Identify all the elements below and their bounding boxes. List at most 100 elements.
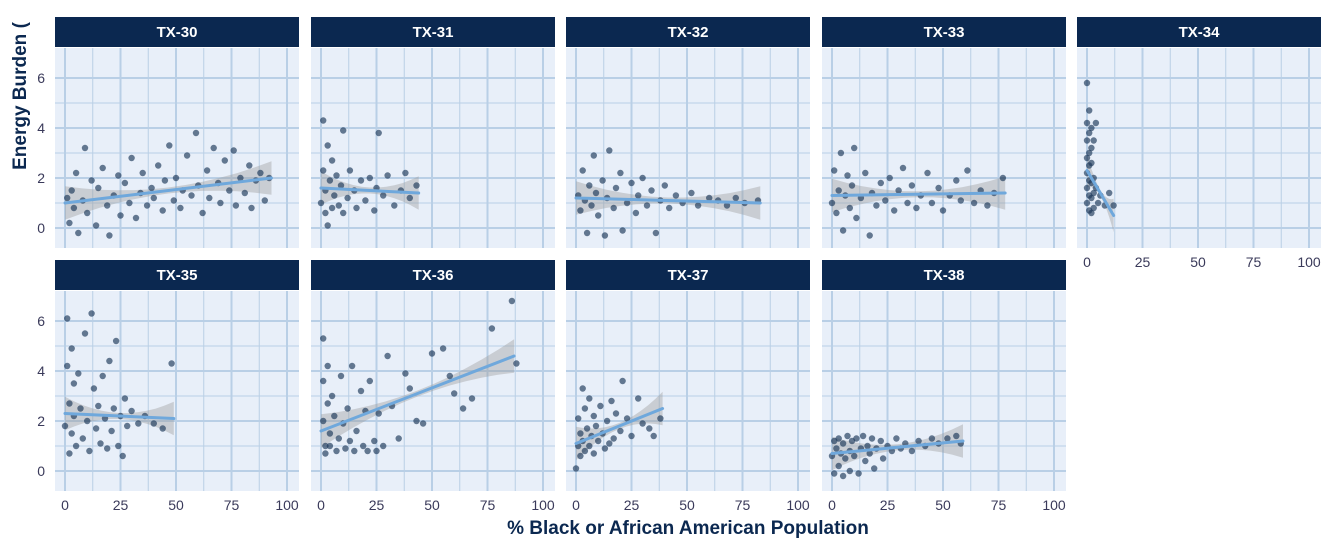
data-point: [95, 402, 102, 410]
data-point: [81, 330, 89, 337]
data-point: [851, 452, 858, 460]
data-point: [68, 345, 75, 352]
data-point: [117, 212, 124, 219]
facet-panel: TX-37 0 25 50 75 100: [566, 260, 810, 513]
data-point: [324, 142, 331, 149]
data-point: [706, 194, 713, 202]
data-point: [328, 204, 336, 212]
data-point: [853, 214, 860, 222]
facet-strip-label: TX-34: [1179, 24, 1221, 41]
data-point: [632, 209, 640, 217]
data-point: [623, 199, 631, 207]
data-point: [899, 164, 907, 172]
facet-strip: [311, 17, 555, 47]
x-tick-label: 75: [1246, 254, 1262, 270]
data-point: [848, 182, 856, 189]
data-point: [66, 400, 73, 407]
data-point: [1088, 209, 1095, 217]
x-tick-label: 25: [113, 497, 129, 513]
data-point: [1086, 149, 1093, 157]
data-point: [344, 194, 351, 202]
data-point: [357, 177, 365, 184]
data-point: [579, 385, 586, 392]
x-tick-label: 75: [991, 497, 1007, 513]
trend-line: [830, 191, 1007, 197]
data-point: [70, 204, 78, 212]
data-point: [595, 212, 602, 219]
data-point: [402, 370, 409, 377]
x-tick-label: 0: [61, 497, 69, 513]
data-point: [864, 442, 871, 450]
data-point: [661, 182, 668, 189]
data-point: [333, 172, 340, 179]
data-point: [104, 202, 111, 209]
data-point: [577, 207, 584, 214]
data-point: [853, 435, 860, 442]
data-point: [384, 172, 391, 179]
data-point: [353, 427, 360, 435]
data-point: [628, 179, 635, 187]
data-point: [166, 142, 173, 149]
facet-strip: [822, 260, 1066, 290]
data-point: [346, 167, 354, 174]
data-point: [328, 157, 336, 164]
data-point: [590, 152, 597, 159]
y-tick-label: 0: [37, 220, 45, 236]
x-axis-title: % Black or African American Population: [507, 518, 869, 539]
data-point: [322, 209, 329, 217]
data-point: [326, 430, 334, 437]
x-tick-label: 100: [1297, 254, 1321, 270]
facet-strip-label: TX-33: [924, 24, 965, 41]
data-point: [1090, 189, 1097, 197]
data-point: [694, 202, 702, 209]
data-point: [833, 209, 840, 217]
data-point: [320, 417, 327, 425]
data-point: [128, 407, 135, 415]
data-point: [188, 192, 195, 199]
trend-line: [574, 407, 665, 445]
data-point: [88, 310, 95, 317]
data-point: [928, 435, 936, 442]
facet-strip-label: TX-36: [413, 267, 454, 284]
data-point: [590, 450, 597, 457]
data-point: [366, 174, 373, 182]
data-point: [79, 435, 87, 442]
facet-panel: TX-34 0 25 50 75 100: [1077, 17, 1321, 270]
data-point: [610, 435, 617, 442]
data-point: [192, 129, 200, 137]
facet-strip-label: TX-32: [668, 24, 709, 41]
data-point: [81, 144, 89, 152]
data-point: [575, 415, 582, 422]
data-point: [143, 202, 151, 209]
data-point: [657, 415, 664, 422]
data-point: [623, 415, 631, 422]
data-point: [342, 445, 349, 452]
data-point: [944, 435, 951, 442]
data-point: [395, 435, 402, 442]
data-point: [428, 350, 436, 357]
data-point: [904, 199, 911, 207]
x-tick-label: 100: [275, 497, 299, 513]
data-point: [577, 430, 584, 437]
data-point: [913, 204, 920, 212]
data-point: [1092, 119, 1100, 127]
data-point: [846, 204, 853, 212]
data-point: [439, 345, 447, 352]
data-point: [893, 435, 900, 442]
data-point: [170, 197, 177, 204]
y-tick-label: 4: [37, 363, 45, 379]
data-point: [939, 207, 947, 214]
data-point: [320, 377, 327, 385]
y-tick-label: 6: [37, 313, 45, 329]
x-tick-label: 50: [679, 497, 695, 513]
facet-strip-label: TX-31: [413, 24, 454, 41]
data-point: [831, 470, 838, 477]
x-tick-label: 100: [786, 497, 810, 513]
data-point: [84, 417, 91, 425]
data-point: [121, 395, 129, 402]
data-point: [66, 450, 73, 457]
data-point: [183, 152, 191, 159]
data-point: [375, 410, 382, 417]
data-point: [335, 435, 342, 442]
data-point: [90, 385, 98, 392]
